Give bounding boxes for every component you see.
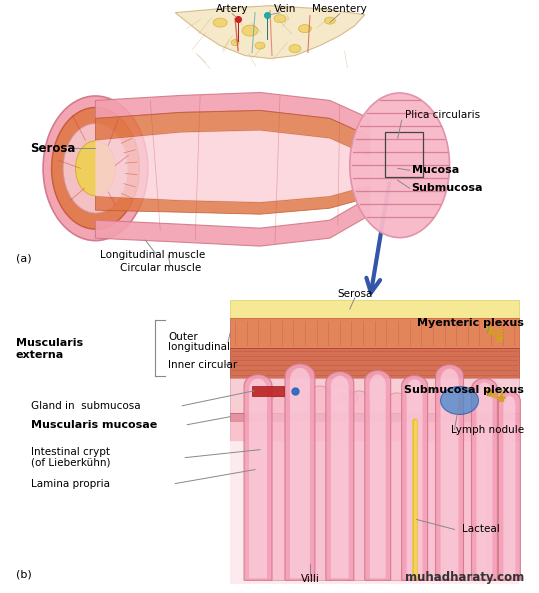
Polygon shape <box>406 380 423 578</box>
Text: Longitudinal muscle: Longitudinal muscle <box>100 250 206 260</box>
Text: Lamina propria: Lamina propria <box>31 479 109 489</box>
Polygon shape <box>95 110 370 157</box>
Text: Intestinal crypt: Intestinal crypt <box>31 447 109 457</box>
Polygon shape <box>95 197 370 246</box>
Text: Myenteric plexus: Myenteric plexus <box>418 318 524 328</box>
Ellipse shape <box>43 96 148 241</box>
Ellipse shape <box>75 141 115 196</box>
Polygon shape <box>472 378 497 581</box>
Bar <box>230 318 520 348</box>
Polygon shape <box>331 375 349 578</box>
Text: (a): (a) <box>16 253 31 263</box>
Polygon shape <box>370 374 386 578</box>
Text: Muscularis mucosae: Muscularis mucosae <box>31 420 157 430</box>
Ellipse shape <box>63 123 128 213</box>
Text: Vein: Vein <box>274 4 296 14</box>
Text: (b): (b) <box>16 569 31 579</box>
Polygon shape <box>348 391 370 581</box>
Bar <box>230 413 520 420</box>
Bar <box>230 300 520 318</box>
Bar <box>252 386 284 396</box>
Text: Submucosal plexus: Submucosal plexus <box>404 385 524 395</box>
Polygon shape <box>95 130 370 202</box>
Polygon shape <box>285 364 315 581</box>
Text: Submucosa: Submucosa <box>412 183 483 193</box>
Polygon shape <box>326 372 354 581</box>
Text: Gland in  submucosa: Gland in submucosa <box>31 401 140 411</box>
Text: Villi: Villi <box>300 575 319 584</box>
Polygon shape <box>290 368 310 578</box>
Text: Mesentery: Mesentery <box>313 4 367 14</box>
Ellipse shape <box>324 17 335 24</box>
Text: Artery: Artery <box>216 4 248 14</box>
Ellipse shape <box>255 42 265 49</box>
Polygon shape <box>95 93 370 136</box>
Ellipse shape <box>52 107 140 229</box>
Text: Outer: Outer <box>168 332 198 342</box>
Polygon shape <box>476 382 493 578</box>
Text: Mucosa: Mucosa <box>412 165 459 176</box>
Polygon shape <box>365 371 391 581</box>
Ellipse shape <box>242 25 258 36</box>
Text: Inner circular: Inner circular <box>168 360 238 370</box>
Polygon shape <box>402 375 427 581</box>
Ellipse shape <box>213 18 227 27</box>
Text: Lymph nodule: Lymph nodule <box>451 425 524 435</box>
Bar <box>230 420 520 441</box>
Polygon shape <box>436 365 464 581</box>
Polygon shape <box>244 375 272 581</box>
Text: Muscularis: Muscularis <box>16 338 83 348</box>
Text: Plica circularis: Plica circularis <box>405 110 480 120</box>
Ellipse shape <box>299 25 312 33</box>
Ellipse shape <box>274 15 286 23</box>
Text: longitudinal: longitudinal <box>168 342 230 352</box>
Polygon shape <box>175 6 365 59</box>
Polygon shape <box>503 396 515 578</box>
Bar <box>230 441 520 584</box>
Bar <box>230 378 520 413</box>
Polygon shape <box>440 369 459 578</box>
Polygon shape <box>386 393 407 581</box>
Polygon shape <box>309 386 331 581</box>
Text: (of Lieberkühn): (of Lieberkühn) <box>31 458 110 468</box>
Bar <box>230 348 520 378</box>
Polygon shape <box>421 389 444 581</box>
Text: Circular muscle: Circular muscle <box>120 263 202 273</box>
Ellipse shape <box>231 40 239 46</box>
Text: Lacteal: Lacteal <box>462 524 500 534</box>
Ellipse shape <box>289 44 301 53</box>
Bar <box>385 132 423 177</box>
Polygon shape <box>499 392 520 581</box>
Polygon shape <box>95 185 370 214</box>
Polygon shape <box>487 412 507 581</box>
Text: Serosa: Serosa <box>31 142 76 155</box>
Ellipse shape <box>440 387 479 415</box>
Polygon shape <box>457 393 479 581</box>
Ellipse shape <box>350 93 450 238</box>
Polygon shape <box>268 396 290 581</box>
Text: muhadharaty.com: muhadharaty.com <box>405 571 524 584</box>
Text: externa: externa <box>16 350 64 360</box>
Polygon shape <box>249 379 267 578</box>
Text: Serosa: Serosa <box>337 289 372 299</box>
